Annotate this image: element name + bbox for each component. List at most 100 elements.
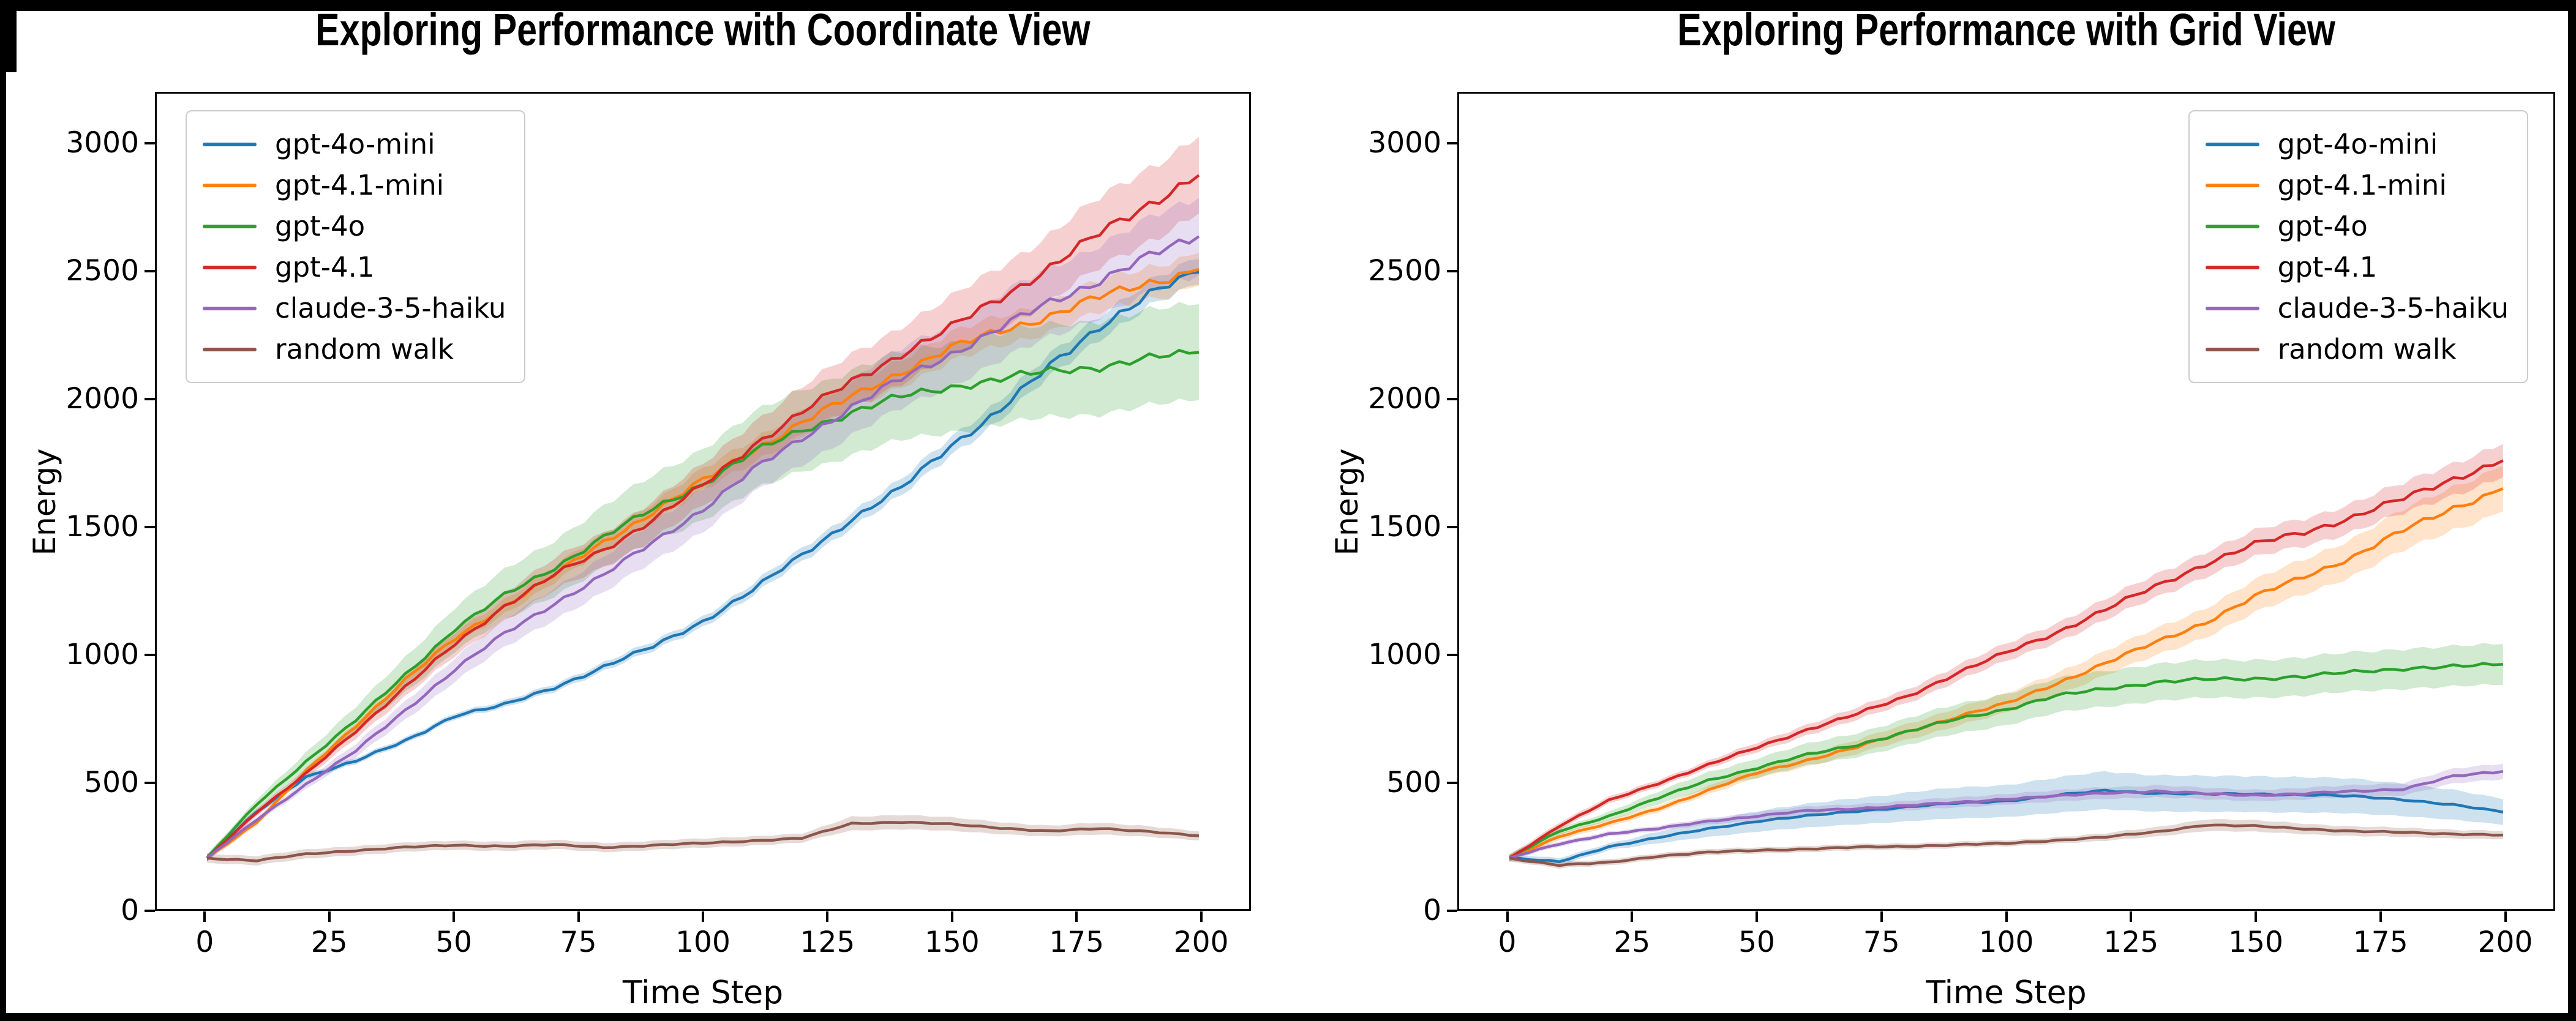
x-tick-mark — [328, 911, 331, 922]
y-tick-label: 500 — [1386, 765, 1441, 799]
x-tick-mark — [1075, 911, 1078, 922]
y-tick-label: 1500 — [66, 509, 139, 544]
x-tick-label: 200 — [2477, 926, 2533, 959]
series-line-claude-3-5-haiku — [206, 235, 1200, 859]
y-tick-mark — [1447, 525, 1457, 528]
y-tick-mark — [145, 781, 155, 784]
legend-entry: gpt-4o-mini — [203, 124, 506, 165]
y-tick-mark — [145, 397, 155, 400]
x-tick-mark — [2130, 911, 2133, 922]
legend-line-swatch — [203, 347, 257, 351]
x-tick-mark — [1631, 911, 1634, 922]
x-tick-mark — [577, 911, 580, 922]
x-tick-label: 25 — [310, 926, 348, 959]
series-line-gpt-4o — [1509, 662, 2503, 859]
x-tick-label: 175 — [2353, 926, 2408, 959]
y-tick-mark — [1447, 269, 1457, 272]
chart-title: Exploring Performance with Coordinate Vi… — [315, 4, 1091, 55]
legend-line-swatch — [203, 142, 257, 146]
x-tick-mark — [1880, 911, 1883, 922]
legend-label: random walk — [275, 333, 454, 365]
y-tick-mark — [145, 910, 155, 912]
y-tick-mark — [1447, 397, 1457, 400]
y-tick-label: 3000 — [66, 125, 139, 160]
series-band-gpt-4o — [1509, 643, 2503, 862]
legend-label: gpt-4.1 — [2277, 251, 2378, 283]
y-tick-label: 500 — [84, 765, 139, 799]
x-tick-label: 75 — [1863, 926, 1900, 959]
x-tick-label: 25 — [1613, 926, 1651, 959]
chart-canvas — [206, 137, 1200, 866]
series-band-gpt-4o-mini — [207, 259, 1199, 861]
x-tick-mark — [2255, 911, 2257, 922]
x-tick-label: 150 — [924, 926, 980, 959]
x-tick-label: 150 — [2228, 926, 2283, 959]
legend-line-swatch — [2205, 142, 2259, 146]
legend-label: claude-3-5-haiku — [2277, 292, 2509, 324]
frame-border-bottom — [0, 1013, 2576, 1021]
y-tick-label: 0 — [1423, 894, 1441, 927]
y-tick-label: 1000 — [66, 637, 139, 671]
series-band-gpt-4o — [207, 302, 1199, 862]
x-tick-mark — [826, 911, 829, 922]
x-tick-label: 125 — [2103, 926, 2159, 959]
legend-label: gpt-4o-mini — [2277, 128, 2438, 160]
y-tick-mark — [1447, 781, 1457, 784]
x-tick-label: 75 — [560, 926, 597, 959]
y-tick-label: 2500 — [66, 253, 139, 288]
series-line-claude-3-5-haiku — [1509, 770, 2504, 859]
y-tick-mark — [1447, 141, 1457, 144]
y-tick-mark — [1447, 653, 1457, 656]
y-tick-mark — [145, 525, 155, 528]
legend-line-swatch — [2205, 183, 2259, 187]
x-tick-mark — [1200, 911, 1203, 922]
x-tick-mark — [203, 911, 206, 922]
y-tick-mark — [145, 269, 155, 272]
legend-label: gpt-4o-mini — [275, 128, 435, 160]
series-band-random walk — [207, 815, 1199, 866]
x-tick-mark — [2379, 911, 2382, 922]
x-tick-mark — [1506, 911, 1509, 922]
series-line-random walk — [206, 820, 1200, 862]
series-band-gpt-4.1-mini — [207, 253, 1199, 861]
y-tick-label: 1000 — [1368, 637, 1441, 671]
legend-line-swatch — [2205, 306, 2259, 310]
x-axis-label: Time Step — [622, 974, 784, 1011]
x-tick-mark — [702, 911, 704, 922]
chart-canvas — [1508, 444, 2504, 869]
legend-label: gpt-4.1 — [275, 251, 375, 283]
x-tick-label: 175 — [1049, 926, 1105, 959]
legend-line-swatch — [203, 224, 257, 228]
x-tick-label: 50 — [1738, 926, 1775, 959]
legend-entry: random walk — [203, 329, 506, 370]
chart-title: Exploring Performance with Grid View — [1677, 4, 2335, 55]
x-tick-label: 200 — [1173, 926, 1229, 959]
x-tick-label: 100 — [1978, 926, 2034, 959]
legend-line-swatch — [203, 183, 257, 187]
legend-label: random walk — [2277, 333, 2457, 365]
legend-line-swatch — [2205, 224, 2259, 228]
legend-label: gpt-4o — [275, 210, 366, 242]
frame-border-left — [0, 0, 6, 1021]
y-tick-mark — [1447, 910, 1457, 912]
legend-label: claude-3-5-haiku — [275, 292, 506, 324]
y-tick-label: 2500 — [1368, 253, 1441, 288]
y-tick-label: 3000 — [1368, 125, 1441, 160]
series-line-gpt-4.1-mini — [206, 268, 1200, 859]
plot-area — [1457, 92, 2555, 911]
legend-line-swatch — [203, 265, 257, 269]
legend-label: gpt-4.1-mini — [2277, 169, 2447, 201]
frame-corner-notch — [0, 0, 17, 72]
x-tick-label: 0 — [195, 926, 214, 959]
legend-entry: gpt-4.1-mini — [203, 165, 506, 206]
legend-entry: claude-3-5-haiku — [2205, 288, 2509, 329]
legend-line-swatch — [203, 306, 257, 310]
series-line-random walk — [1509, 823, 2503, 867]
series-line-gpt-4.1 — [1508, 459, 2504, 859]
series-line-gpt-4.1 — [206, 174, 1200, 859]
y-tick-label: 1500 — [1368, 509, 1441, 544]
x-tick-mark — [950, 911, 953, 922]
x-axis-label: Time Step — [1926, 974, 2087, 1011]
y-tick-mark — [145, 141, 155, 144]
legend-entry: gpt-4.1 — [203, 247, 506, 288]
